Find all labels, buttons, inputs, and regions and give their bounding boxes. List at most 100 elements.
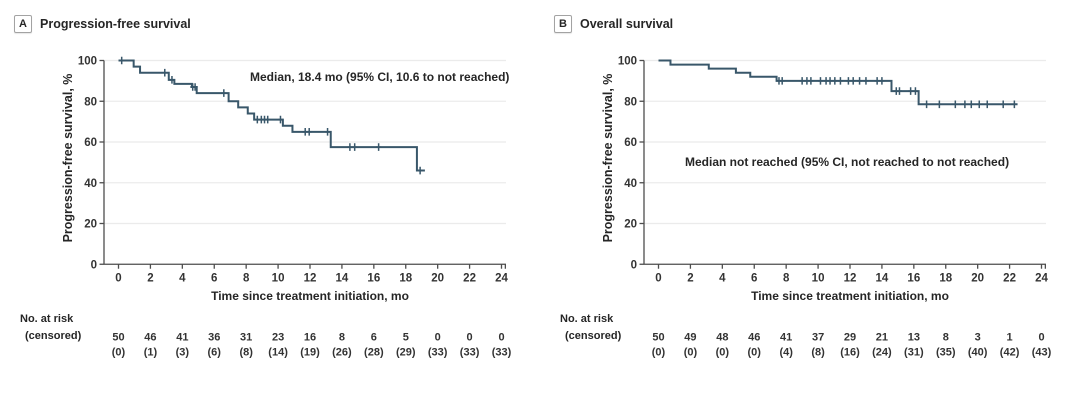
panel-b-censored-label: (censored) (565, 330, 622, 342)
svg-text:10: 10 (812, 273, 825, 285)
svg-text:20: 20 (431, 273, 444, 285)
svg-text:6: 6 (211, 273, 217, 285)
gridlines (104, 59, 506, 225)
at-risk-count: 0 (435, 332, 441, 344)
at-risk-count: 5 (403, 332, 409, 344)
panel-a-median-annotation: Median, 18.4 mo (95% CI, 10.6 to not rea… (250, 70, 510, 84)
at-risk-count: 29 (844, 332, 856, 344)
svg-text:12: 12 (844, 273, 857, 285)
censored-count: (4) (779, 347, 793, 359)
km-curve (658, 59, 1018, 106)
svg-text:60: 60 (624, 137, 637, 149)
censored-count: (26) (332, 347, 352, 359)
at-risk-count: 0 (467, 332, 473, 344)
panel-b-no-at-risk-label: No. at risk (560, 313, 614, 325)
at-risk-count: 48 (716, 332, 728, 344)
panel-b-header: B Overall survival (554, 15, 673, 33)
censored-count: (43) (1032, 347, 1052, 359)
panel-b-title: Overall survival (580, 17, 674, 31)
at-risk-count: 36 (208, 332, 220, 344)
svg-text:18: 18 (399, 273, 412, 285)
panel-a-label-box: A (14, 15, 32, 33)
svg-text:40: 40 (84, 178, 97, 190)
panel-a-no-at-risk-label: No. at risk (20, 313, 74, 325)
panel-b-y-axis-title: Progression-free survival, % (601, 73, 615, 243)
censored-count: (28) (364, 347, 384, 359)
censored-count: (0) (652, 347, 666, 359)
censored-count: (8) (239, 347, 253, 359)
svg-text:2: 2 (147, 273, 153, 285)
svg-text:100: 100 (78, 56, 97, 68)
at-risk-count: 23 (272, 332, 284, 344)
at-risk-count: 8 (339, 332, 345, 344)
svg-text:6: 6 (751, 273, 757, 285)
censored-count: (0) (684, 347, 698, 359)
censored-count: (33) (428, 347, 448, 359)
svg-text:40: 40 (624, 178, 637, 190)
censored-count: (33) (492, 347, 512, 359)
at-risk-count: 31 (240, 332, 252, 344)
svg-text:80: 80 (624, 96, 637, 108)
at-risk-table: 50 (0) 49 (0) 48 (0) 46 (0) 41 (4) 37 (8) 29 (16) 21 (2… (652, 332, 1052, 359)
at-risk-count: 0 (1038, 332, 1044, 344)
svg-text:20: 20 (971, 273, 984, 285)
panel-b-label-box: B (554, 15, 572, 33)
censored-count: (31) (904, 347, 924, 359)
censored-count: (42) (1000, 347, 1020, 359)
at-risk-count: 3 (975, 332, 981, 344)
at-risk-count: 6 (371, 332, 377, 344)
panel-a-title: Progression-free survival (40, 17, 191, 31)
at-risk-table: 50(0)46(1)41(3)36(6)31(8)23(14)16(19)8(2… (112, 332, 512, 359)
censored-count: (14) (268, 347, 288, 359)
svg-text:80: 80 (84, 96, 97, 108)
panel-a-y-axis-title: Progression-free survival, % (61, 73, 75, 243)
at-risk-count: 50 (652, 332, 664, 344)
at-risk-count: 1 (1007, 332, 1013, 344)
at-risk-count: 16 (304, 332, 316, 344)
censored-count: (33) (460, 347, 480, 359)
svg-text:60: 60 (84, 137, 97, 149)
svg-text:16: 16 (907, 273, 920, 285)
svg-text:20: 20 (624, 219, 637, 231)
svg-text:0: 0 (655, 273, 661, 285)
censored-count: (6) (208, 347, 222, 359)
at-risk-count: 46 (144, 332, 156, 344)
at-risk-count: 49 (684, 332, 696, 344)
at-risk-count: 46 (748, 332, 760, 344)
svg-text:2: 2 (687, 273, 693, 285)
at-risk-count: 8 (943, 332, 949, 344)
censored-count: (1) (144, 347, 158, 359)
censored-count: (16) (840, 347, 860, 359)
censored-count: (24) (872, 347, 892, 359)
censored-count: (0) (716, 347, 730, 359)
censored-count: (0) (748, 347, 762, 359)
panel-a-header: A Progression-free survival (14, 15, 191, 33)
svg-text:8: 8 (783, 273, 790, 285)
censored-count: (35) (936, 347, 956, 359)
panel-a-x-axis-title: Time since treatment initiation, mo (211, 289, 409, 303)
at-risk-count: 13 (908, 332, 920, 344)
svg-text:14: 14 (336, 273, 349, 285)
at-risk-count: 50 (112, 332, 124, 344)
censored-count: (40) (968, 347, 988, 359)
at-risk-count: 0 (498, 332, 504, 344)
svg-text:10: 10 (272, 273, 285, 285)
svg-text:14: 14 (876, 273, 889, 285)
at-risk-count: 21 (876, 332, 888, 344)
svg-text:0: 0 (631, 259, 637, 271)
at-risk-count: 37 (812, 332, 824, 344)
svg-text:24: 24 (495, 273, 508, 285)
svg-text:16: 16 (367, 273, 380, 285)
svg-text:4: 4 (719, 273, 726, 285)
censor-marks (119, 56, 423, 175)
censored-count: (19) (300, 347, 320, 359)
svg-text:100: 100 (618, 56, 637, 68)
censored-count: (29) (396, 347, 416, 359)
svg-text:0: 0 (91, 259, 97, 271)
censored-count: (3) (176, 347, 190, 359)
panel-b-median-annotation: Median not reached (95% CI, not reached … (685, 155, 1010, 169)
censored-count: (8) (811, 347, 825, 359)
panel-overall-survival: B Overall survival 0 20 40 60 80 100 0 2 4 6 8 10 12… (540, 0, 1080, 400)
